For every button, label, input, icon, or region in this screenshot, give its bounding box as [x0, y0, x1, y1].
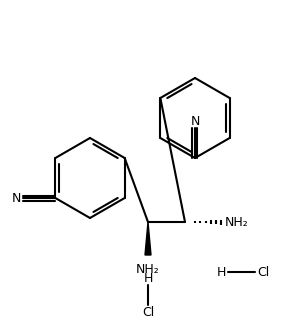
Text: Cl: Cl: [257, 266, 269, 278]
Text: N: N: [190, 115, 200, 128]
Text: H: H: [216, 266, 226, 278]
Text: N: N: [12, 192, 21, 204]
Text: NH₂: NH₂: [225, 215, 249, 228]
Text: Cl: Cl: [142, 307, 154, 320]
Text: NH₂: NH₂: [136, 263, 160, 276]
Polygon shape: [145, 222, 151, 255]
Text: H: H: [143, 271, 153, 284]
